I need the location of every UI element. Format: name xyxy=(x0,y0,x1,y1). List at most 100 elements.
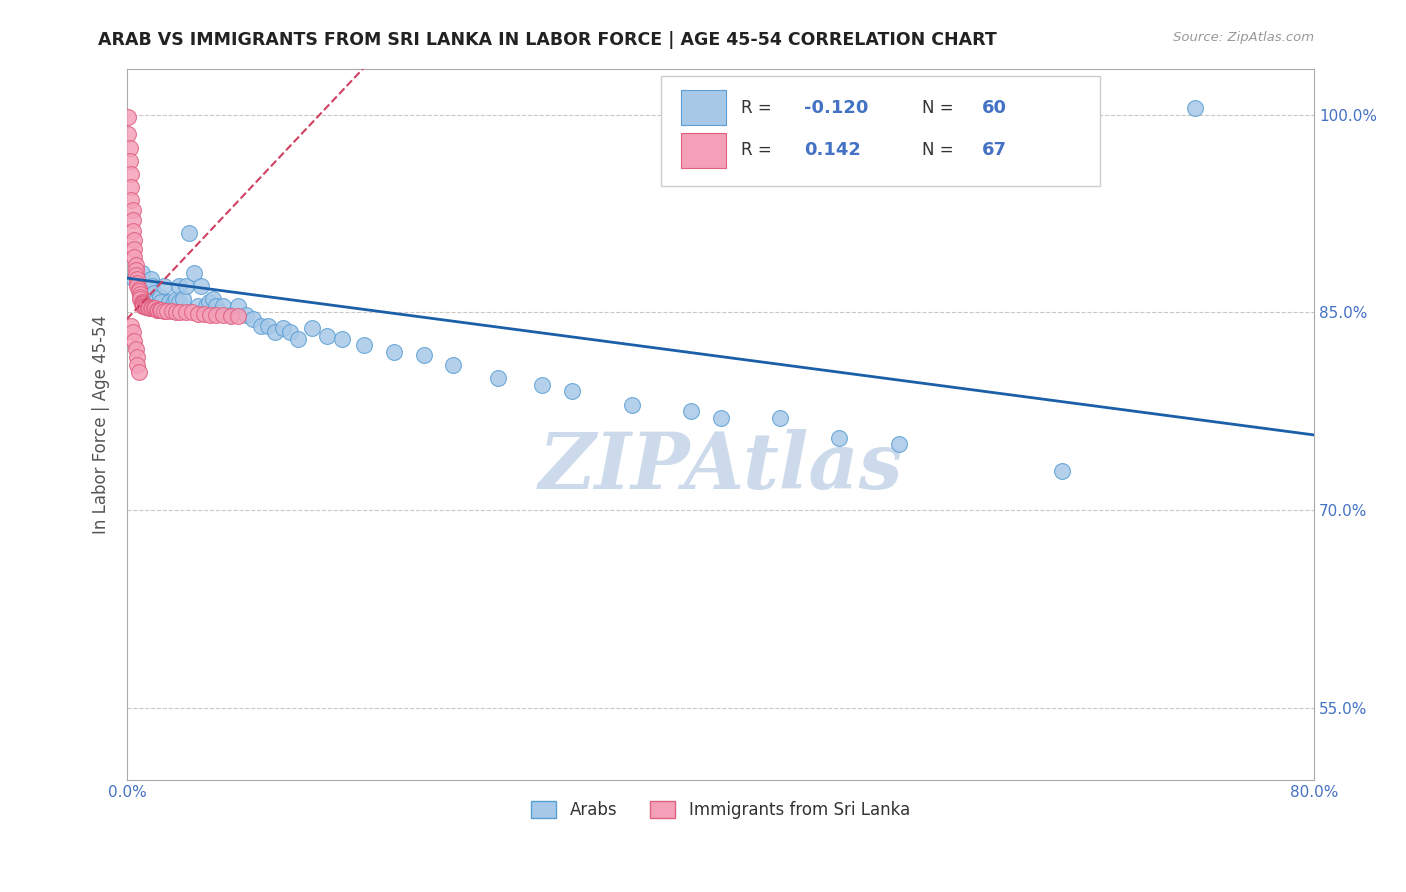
Point xyxy=(124,272,146,286)
Point xyxy=(828,431,851,445)
Point xyxy=(183,266,205,280)
Point xyxy=(193,307,215,321)
Point xyxy=(143,301,166,316)
Point xyxy=(176,279,198,293)
Point xyxy=(131,294,153,309)
Point xyxy=(122,202,145,217)
Point xyxy=(679,404,702,418)
Point xyxy=(156,304,179,318)
Point xyxy=(187,307,209,321)
Point xyxy=(122,224,145,238)
Point xyxy=(127,279,149,293)
Point xyxy=(301,321,323,335)
Point xyxy=(125,263,148,277)
Point xyxy=(219,310,242,324)
Text: 60: 60 xyxy=(981,99,1007,117)
Point xyxy=(709,410,731,425)
Point xyxy=(127,272,149,286)
Point xyxy=(486,371,509,385)
Point xyxy=(122,213,145,227)
Text: 0.142: 0.142 xyxy=(804,141,860,160)
Text: N =: N = xyxy=(922,99,959,117)
Point xyxy=(163,294,186,309)
Point xyxy=(412,347,434,361)
Point xyxy=(197,294,219,309)
Point xyxy=(128,365,150,379)
Point xyxy=(120,180,142,194)
Point xyxy=(287,332,309,346)
Point xyxy=(120,318,142,333)
Point xyxy=(249,318,271,333)
Point xyxy=(145,299,167,313)
Point xyxy=(1050,464,1073,478)
Point xyxy=(138,301,160,316)
Y-axis label: In Labor Force | Age 45-54: In Labor Force | Age 45-54 xyxy=(93,315,110,534)
Point xyxy=(132,299,155,313)
Point xyxy=(134,299,156,313)
Point xyxy=(135,300,157,314)
Point xyxy=(167,279,190,293)
Point xyxy=(181,305,204,319)
Point xyxy=(134,285,156,300)
Point xyxy=(120,194,142,208)
Point xyxy=(160,304,183,318)
Point xyxy=(125,258,148,272)
Point xyxy=(153,304,176,318)
Point xyxy=(330,332,353,346)
Point xyxy=(136,300,159,314)
Point xyxy=(128,285,150,299)
Point xyxy=(146,302,169,317)
Point xyxy=(353,338,375,352)
Point xyxy=(194,299,217,313)
Point xyxy=(190,279,212,293)
Point xyxy=(139,272,162,286)
Point xyxy=(138,300,160,314)
Point xyxy=(142,301,165,316)
Point xyxy=(271,321,294,335)
Point xyxy=(620,398,643,412)
Point xyxy=(769,410,792,425)
Point xyxy=(125,343,148,357)
Point xyxy=(134,299,156,313)
Point xyxy=(165,305,187,319)
Point xyxy=(1184,101,1206,115)
Point xyxy=(131,297,153,311)
Point xyxy=(127,358,149,372)
Point xyxy=(132,297,155,311)
Point xyxy=(143,294,166,309)
Point xyxy=(165,292,187,306)
Point xyxy=(145,302,167,317)
Point xyxy=(887,437,910,451)
Text: R =: R = xyxy=(741,141,776,160)
Point xyxy=(187,299,209,313)
Point xyxy=(179,227,201,241)
Point xyxy=(149,289,172,303)
Point xyxy=(124,242,146,256)
Point xyxy=(129,289,152,303)
Point xyxy=(198,308,221,322)
Point xyxy=(219,308,242,322)
Point xyxy=(120,167,142,181)
FancyBboxPatch shape xyxy=(661,76,1101,186)
Point xyxy=(176,305,198,319)
Point xyxy=(226,310,249,324)
Point xyxy=(278,325,301,339)
Point xyxy=(382,345,405,359)
Text: N =: N = xyxy=(922,141,959,160)
Point xyxy=(202,292,225,306)
Point xyxy=(124,250,146,264)
Text: 67: 67 xyxy=(981,141,1007,160)
Point xyxy=(131,296,153,310)
Point xyxy=(212,308,235,322)
Point xyxy=(142,285,165,300)
Point xyxy=(125,268,148,283)
Point xyxy=(139,301,162,316)
Point xyxy=(124,233,146,247)
Point xyxy=(226,299,249,313)
Point xyxy=(156,299,179,313)
Point xyxy=(209,305,232,319)
Point xyxy=(264,325,287,339)
Point xyxy=(117,110,139,124)
Point xyxy=(150,294,173,309)
FancyBboxPatch shape xyxy=(682,133,727,169)
